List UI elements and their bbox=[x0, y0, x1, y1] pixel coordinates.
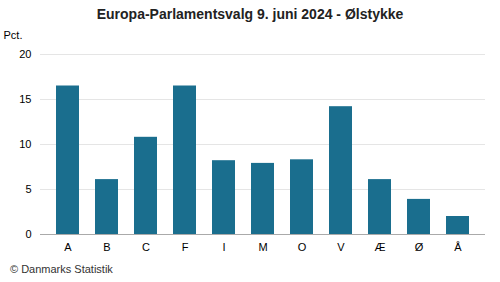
svg-text:O: O bbox=[298, 241, 307, 253]
svg-text:5: 5 bbox=[25, 183, 31, 195]
svg-text:F: F bbox=[182, 241, 189, 253]
svg-text:0: 0 bbox=[25, 228, 31, 240]
svg-text:Pct.: Pct. bbox=[4, 29, 23, 41]
svg-text:V: V bbox=[337, 241, 345, 253]
html-text:© Danmarks Statistik: © Danmarks Statistik bbox=[10, 263, 113, 275]
svg-text:Å: Å bbox=[454, 241, 462, 253]
svg-text:Ø: Ø bbox=[415, 241, 424, 253]
html-text:Europa-Parlamentsvalg 9. juni: Europa-Parlamentsvalg 9. juni 2024 - Øls… bbox=[96, 6, 404, 22]
svg-text:B: B bbox=[103, 241, 110, 253]
svg-text:20: 20 bbox=[19, 48, 31, 60]
svg-text:C: C bbox=[142, 241, 150, 253]
svg-text:15: 15 bbox=[19, 93, 31, 105]
svg-text:Æ: Æ bbox=[375, 241, 386, 253]
svg-text:A: A bbox=[64, 241, 72, 253]
svg-text:I: I bbox=[222, 241, 225, 253]
svg-text:M: M bbox=[258, 241, 267, 253]
svg-text:10: 10 bbox=[19, 138, 31, 150]
